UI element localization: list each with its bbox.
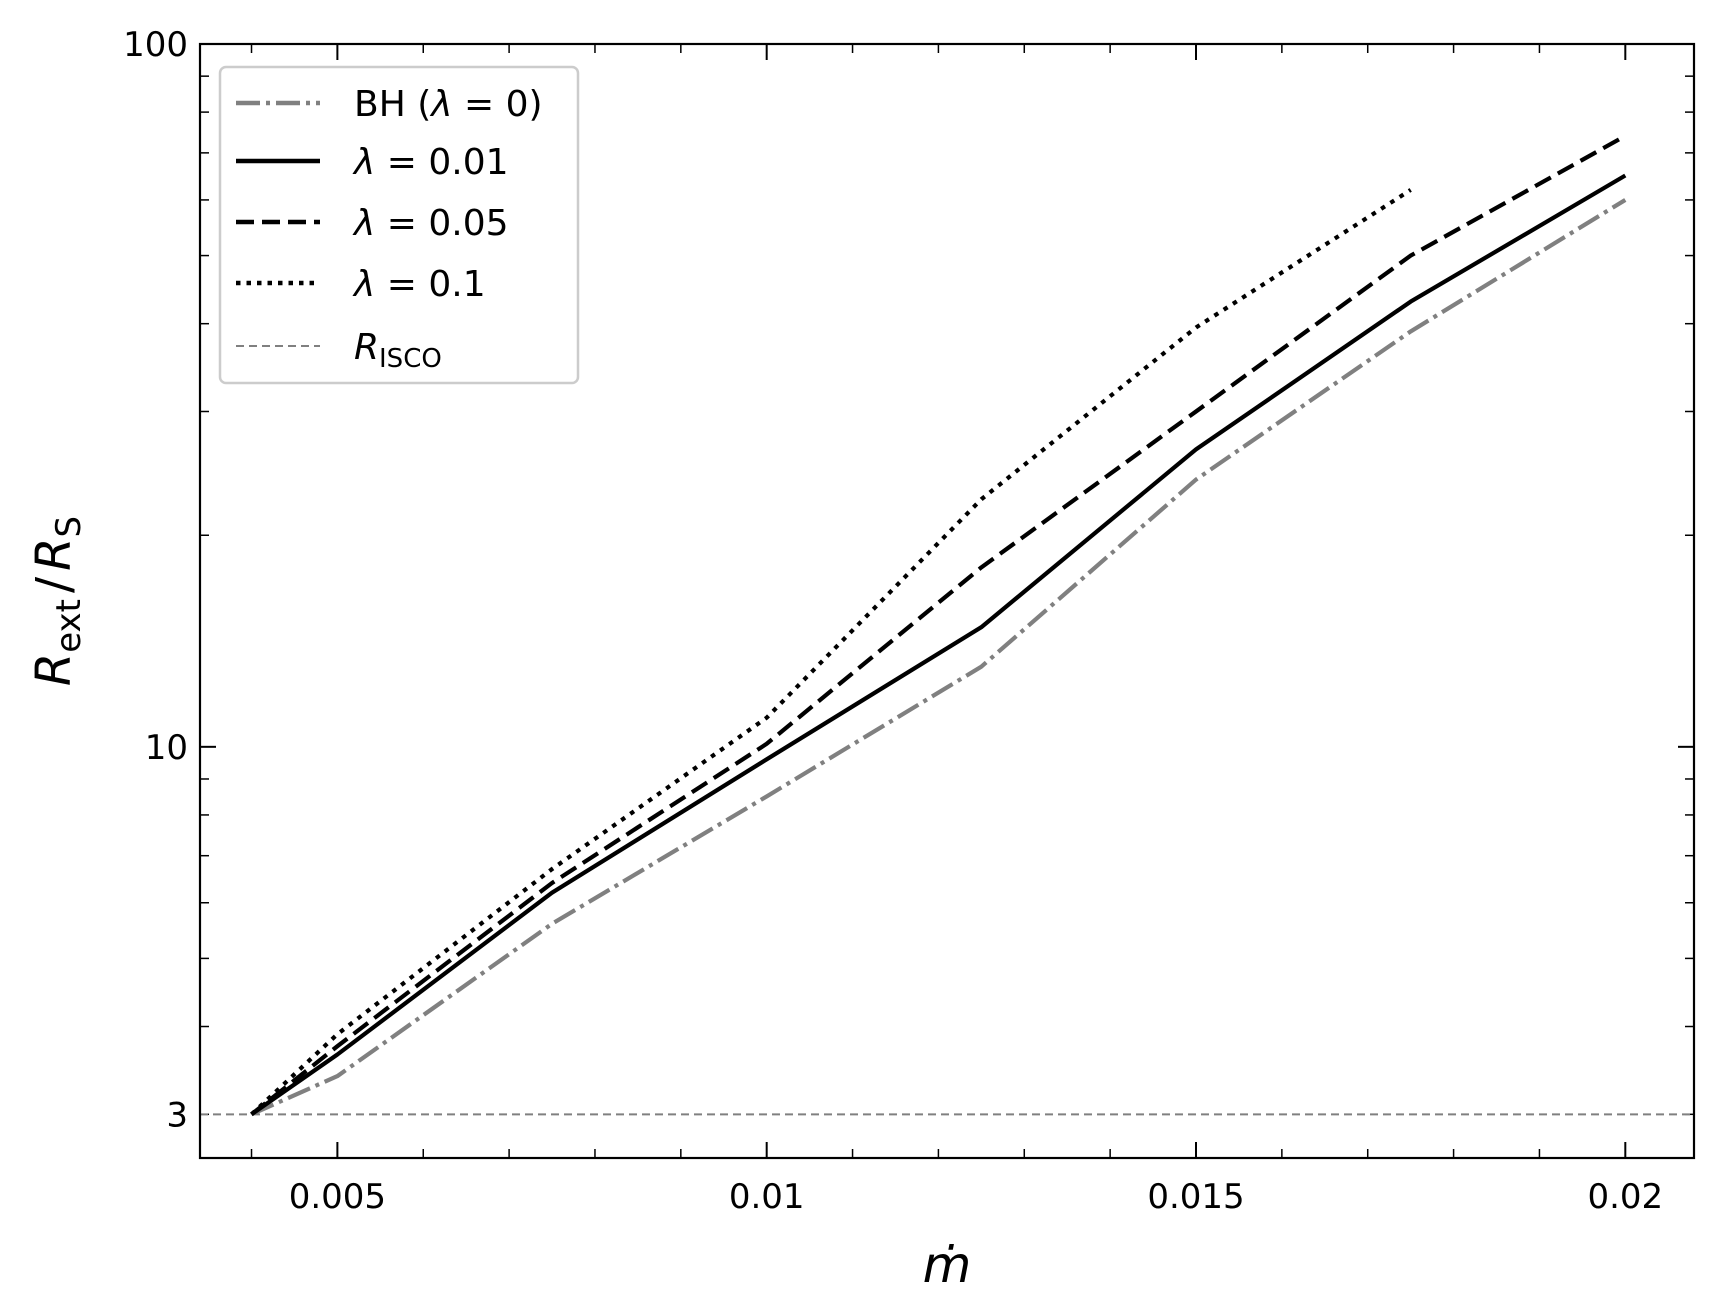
tick-labels-layer: 0.005 0.01 0.015 0.02 3 10 100: [123, 25, 1663, 1217]
plot-frame: [198, 42, 1696, 1160]
legend-entry-lambda-005: λ = 0.05: [236, 203, 509, 244]
y-axis-label-main2: R: [26, 537, 82, 570]
series-line-0: [250, 198, 1627, 1117]
legend-entry-lambda-01: λ = 0.1: [236, 264, 486, 305]
legend-box: [218, 65, 580, 385]
series-layer: [200, 134, 1694, 1117]
x-axis-label: ṁ: [923, 1236, 972, 1294]
legend-label-lambda-001: λ = 0.01: [352, 142, 509, 183]
y-axis-label-sub1: ext: [49, 599, 89, 653]
y-axis-label: Rext/RS: [26, 516, 89, 686]
x-tick-label: 0.01: [729, 1177, 805, 1217]
x-tick-label: 0.005: [289, 1177, 386, 1217]
legend: BH (λ = 0) λ = 0.01 λ = 0.05 λ = 0.1 RIS…: [218, 65, 580, 385]
y-axis-label-sub2: S: [49, 516, 89, 538]
series-line-1: [250, 173, 1627, 1117]
legend-label-lambda-005: λ = 0.05: [352, 203, 509, 244]
y-tick-label: 10: [145, 728, 188, 768]
x-tick-label: 0.02: [1587, 1177, 1663, 1217]
y-axis-label-main: R: [26, 653, 82, 686]
y-tick-label: 3: [166, 1095, 188, 1135]
x-tick-label: 0.015: [1147, 1177, 1244, 1217]
legend-label-bh: BH (λ = 0): [354, 84, 543, 125]
legend-entry-lambda-001: λ = 0.01: [236, 142, 509, 183]
series-line-3: [250, 188, 1412, 1116]
legend-label-lambda-01: λ = 0.1: [352, 264, 486, 305]
y-tick-label: 100: [123, 25, 188, 65]
legend-label-risco: RISCO: [354, 327, 442, 374]
legend-entry-bh: BH (λ = 0): [236, 84, 543, 125]
legend-entry-risco: RISCO: [236, 327, 442, 374]
y-axis-label-sep: /: [26, 576, 82, 593]
